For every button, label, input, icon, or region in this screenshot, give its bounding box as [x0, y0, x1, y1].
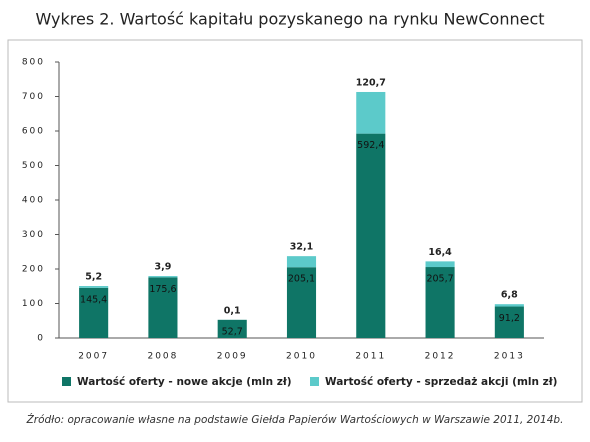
legend-swatch: [310, 377, 319, 386]
x-tick-label: 2010: [286, 352, 317, 362]
x-tick-label: 2012: [425, 352, 456, 362]
x-tick-label: 2013: [494, 352, 525, 362]
y-tick-label: 400: [22, 196, 45, 206]
x-tick-label: 2009: [217, 352, 248, 362]
y-tick-label: 100: [22, 299, 45, 309]
x-tick-label: 2007: [78, 352, 109, 362]
chart-title: Wykres 2. Wartość kapitału pozyskanego n…: [35, 10, 544, 29]
bar-segment: [356, 92, 385, 134]
source-note: Źródło: opracowanie własne na podstawie …: [26, 413, 564, 426]
value-label: 91,2: [499, 313, 520, 324]
value-label: 0,1: [224, 305, 241, 316]
bar-segment: [356, 134, 385, 338]
value-label: 6,8: [501, 290, 518, 301]
y-tick-label: 300: [22, 230, 45, 240]
y-tick-label: 200: [22, 265, 45, 275]
y-tick-label: 600: [22, 127, 45, 137]
y-tick-label: 700: [22, 92, 45, 102]
y-tick-label: 500: [22, 161, 45, 171]
bar-segment: [287, 256, 316, 267]
value-label: 32,1: [290, 242, 313, 253]
legend-label: Wartość oferty - sprzedaż akcji (mln zł): [325, 376, 557, 388]
bar-segment: [495, 304, 524, 306]
value-label: 16,4: [428, 247, 452, 258]
value-label: 205,7: [426, 274, 453, 285]
value-label: 52,7: [222, 326, 243, 337]
y-tick-label: 0: [37, 334, 45, 344]
bar-segment: [426, 261, 455, 267]
value-label: 120,7: [356, 77, 386, 88]
value-label: 5,2: [85, 272, 102, 283]
value-label: 205,1: [288, 274, 315, 285]
value-label: 592,4: [357, 140, 384, 151]
y-tick-label: 800: [22, 58, 45, 68]
bar-segment: [79, 286, 108, 288]
value-label: 3,9: [155, 262, 172, 273]
legend-swatch: [62, 377, 71, 386]
value-label: 175,6: [149, 284, 176, 295]
x-tick-label: 2008: [147, 352, 178, 362]
value-label: 145,4: [80, 294, 107, 305]
legend-label: Wartość oferty - nowe akcje (mln zł): [77, 376, 292, 388]
x-tick-label: 2011: [355, 352, 386, 362]
chart-frame: [8, 40, 582, 402]
bar-segment: [148, 276, 177, 277]
